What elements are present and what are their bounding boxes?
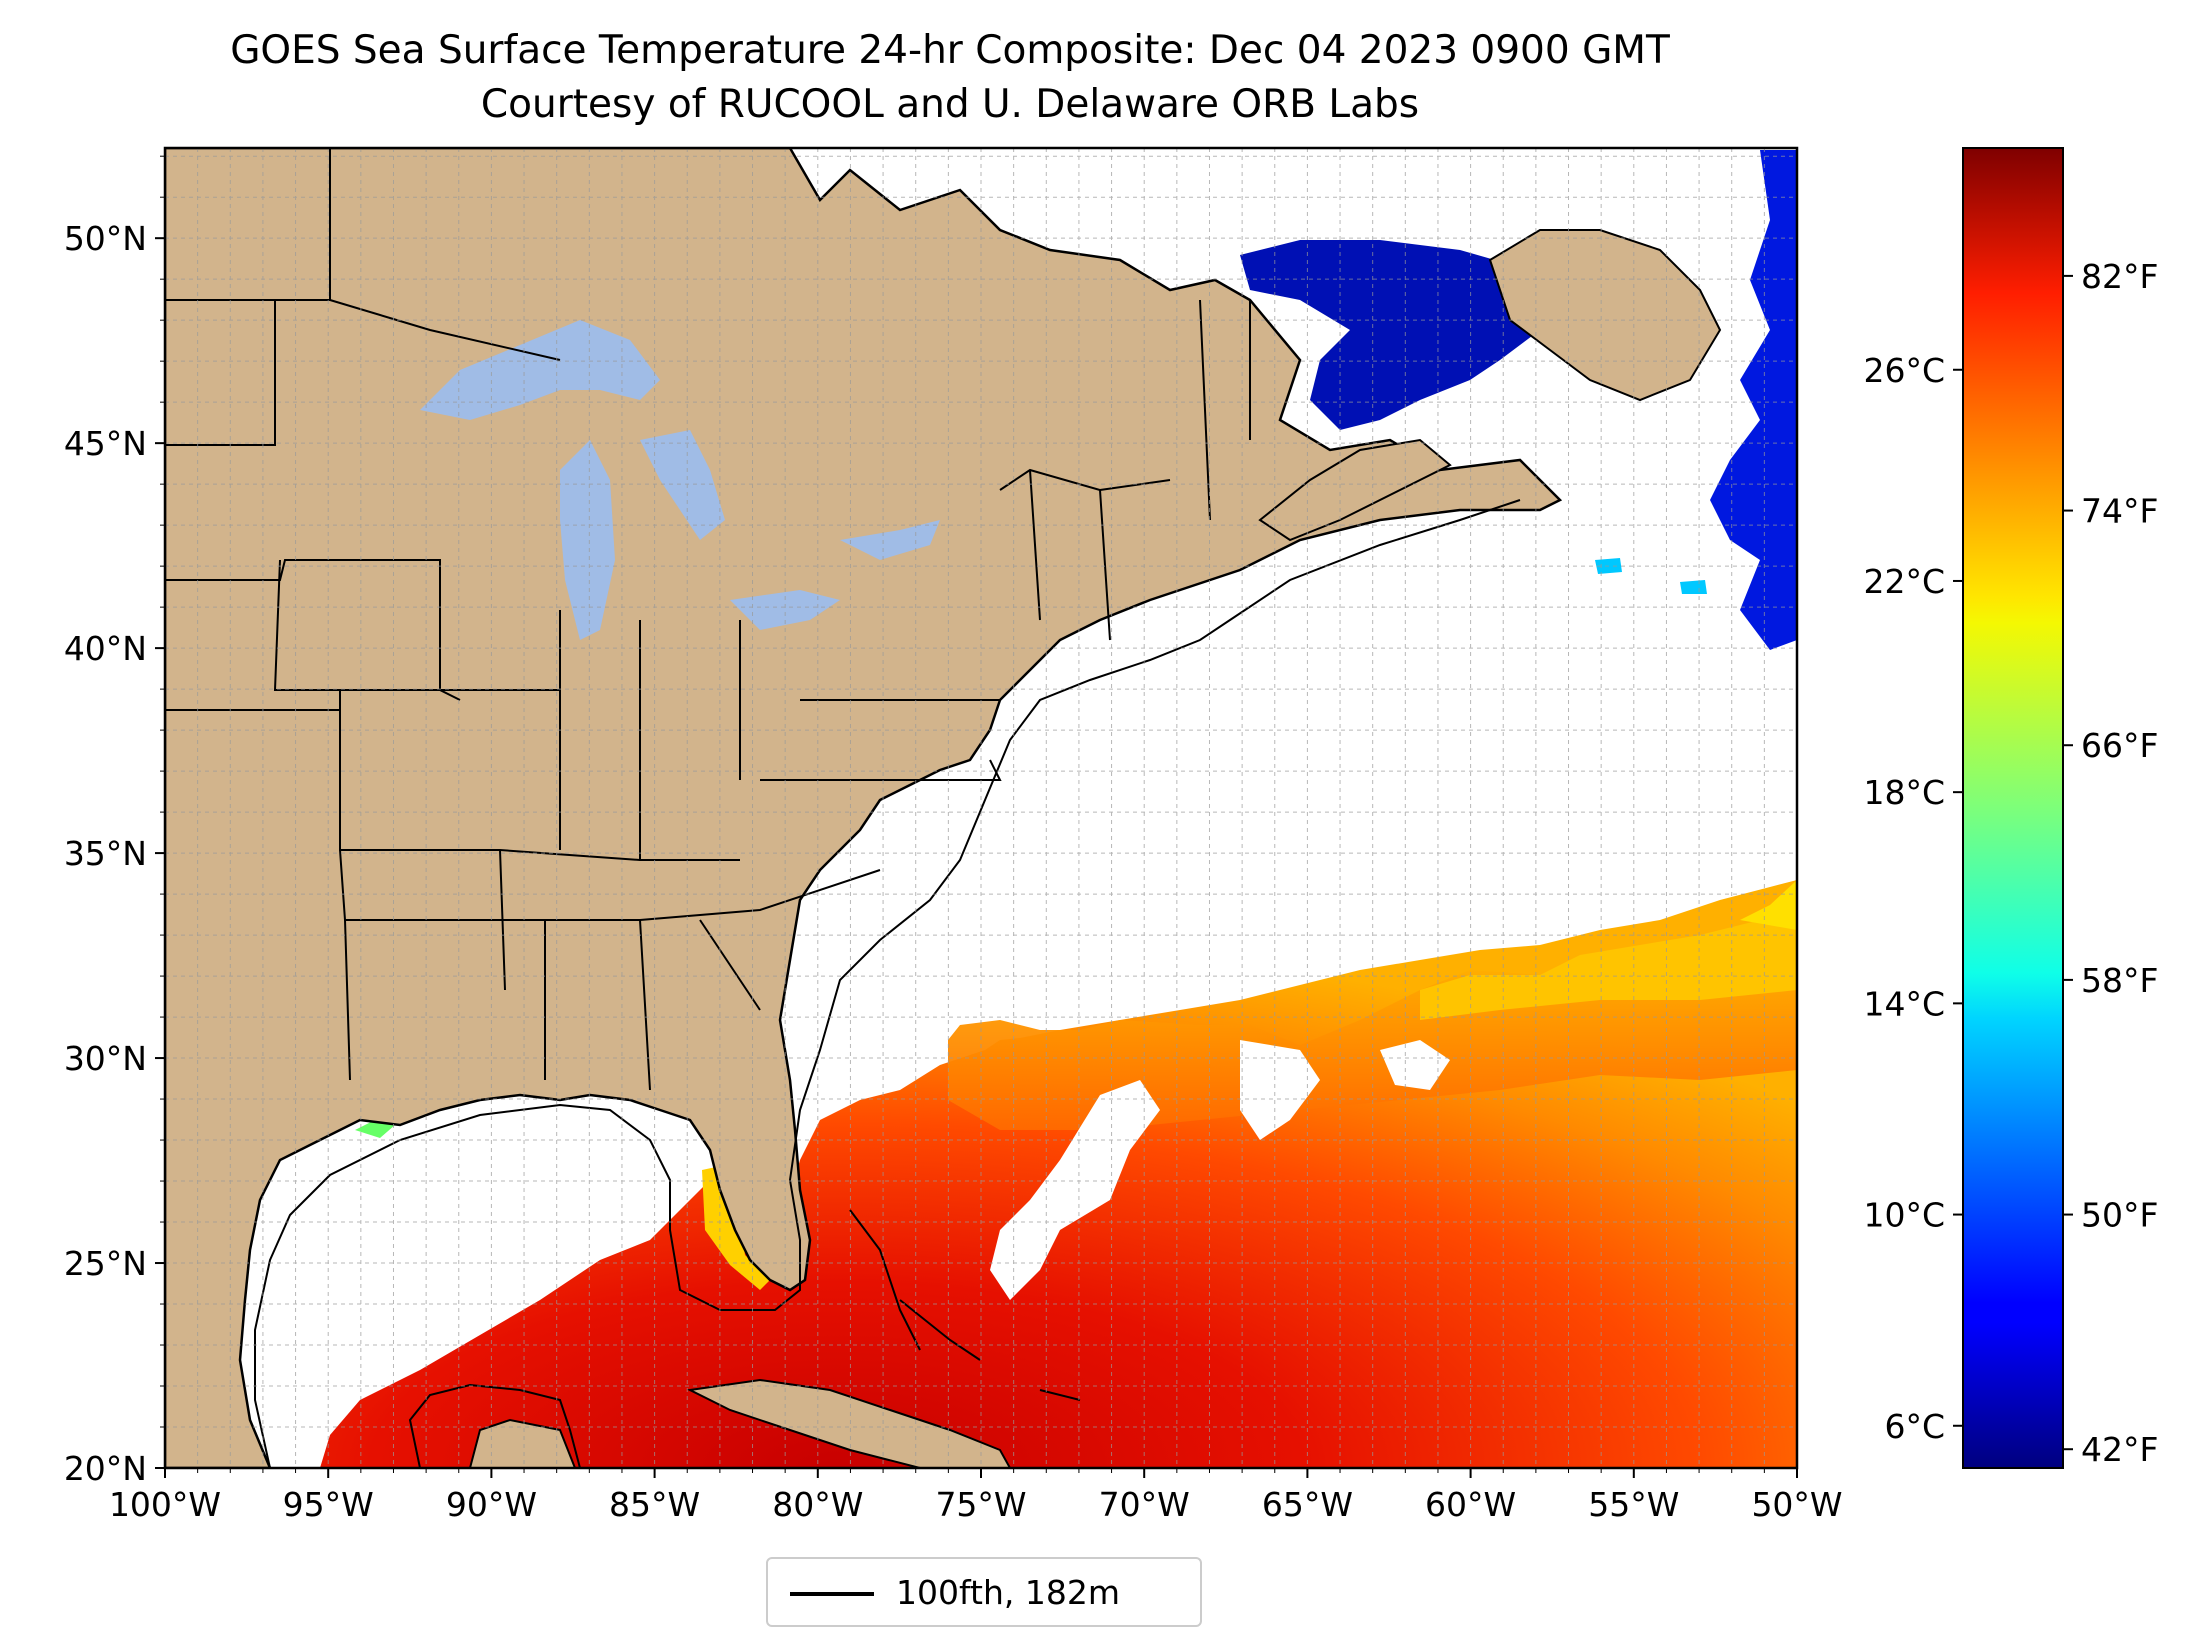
y-tick-label: 35°N (64, 834, 147, 873)
y-tick-label: 30°N (64, 1039, 147, 1078)
legend: 100fth, 182m (766, 1557, 1202, 1627)
x-tick-label: 60°W (1425, 1485, 1516, 1524)
celsius-tick-label: 26°C (1863, 351, 1945, 390)
y-tick-label: 25°N (64, 1244, 147, 1283)
x-tick-label: 65°W (1262, 1485, 1353, 1524)
sst-cyan-patch (1595, 558, 1707, 594)
map-gridlines (165, 148, 1797, 1468)
x-tick-label: 50°W (1751, 1485, 1842, 1524)
celsius-tick-label: 22°C (1863, 562, 1945, 601)
y-tick-label: 40°N (64, 629, 147, 668)
legend-label: 100fth, 182m (896, 1573, 1120, 1612)
cloud-gap (1380, 1040, 1450, 1090)
colorbar (1962, 147, 2064, 1469)
land-north-america (165, 148, 1563, 1468)
x-tick-label: 70°W (1099, 1485, 1190, 1524)
y-axis: 20°N 25°N 30°N 35°N 40°N 45°N 50°N (64, 155, 165, 1488)
sst-green-patch (355, 1120, 395, 1138)
great-lakes (420, 320, 940, 640)
land-yucatan (468, 1418, 577, 1468)
sst-yellow-edge (1740, 880, 1797, 930)
isobath-100fth-2 (408, 1383, 581, 1468)
legend-line-swatch (790, 1592, 874, 1596)
chart-title: GOES Sea Surface Temperature 24-hr Compo… (230, 28, 1670, 73)
isobath-100fth (254, 499, 1521, 1468)
fahrenheit-tick-label: 74°F (2081, 492, 2158, 531)
cloud-gap (990, 1080, 1160, 1300)
land-cuba (686, 1378, 1012, 1468)
political-boundaries (165, 148, 1251, 1091)
land-nova-scotia (1258, 438, 1452, 542)
celsius-tick-label: 6°C (1884, 1407, 1945, 1446)
fahrenheit-tick-label: 82°F (2081, 257, 2158, 296)
y-tick-label: 20°N (64, 1449, 147, 1488)
fahrenheit-tick-label: 58°F (2081, 961, 2158, 1000)
x-tick-label: 95°W (283, 1485, 374, 1524)
map-area (165, 148, 1797, 1468)
x-tick-label: 100°W (109, 1485, 221, 1524)
celsius-tick-label: 18°C (1863, 773, 1945, 812)
x-tick-label: 90°W (446, 1485, 537, 1524)
land-newfoundland (1488, 229, 1722, 402)
fahrenheit-tick-label: 42°F (2081, 1430, 2158, 1469)
fahrenheit-tick-label: 66°F (2081, 726, 2158, 765)
y-tick-label: 45°N (64, 424, 147, 463)
celsius-tick-label: 10°C (1863, 1196, 1945, 1235)
sst-cold-north (1240, 240, 1560, 430)
x-tick-label: 75°W (935, 1485, 1026, 1524)
x-tick-label: 55°W (1588, 1485, 1679, 1524)
y-tick-label: 50°N (64, 219, 147, 258)
chart-subtitle: Courtesy of RUCOOL and U. Delaware ORB L… (480, 82, 1420, 127)
colorbar-celsius-ticks: 6°C 10°C 14°C 18°C 22°C 26°C (1863, 351, 1963, 1446)
fahrenheit-tick-label: 50°F (2081, 1196, 2158, 1235)
x-tick-label: 80°W (772, 1485, 863, 1524)
x-tick-label: 85°W (609, 1485, 700, 1524)
celsius-tick-label: 14°C (1863, 984, 1945, 1023)
x-axis: 100°W 95°W 90°W 85°W 80°W 75°W 70°W 65°W 60°W 55°… (109, 1468, 1843, 1524)
cloud-gap (1240, 1040, 1320, 1140)
colorbar-fahrenheit-ticks: 42°F 50°F 58°F 66°F 74°F 82°F (2063, 257, 2158, 1469)
sst-yellow-band (1420, 895, 1797, 1020)
